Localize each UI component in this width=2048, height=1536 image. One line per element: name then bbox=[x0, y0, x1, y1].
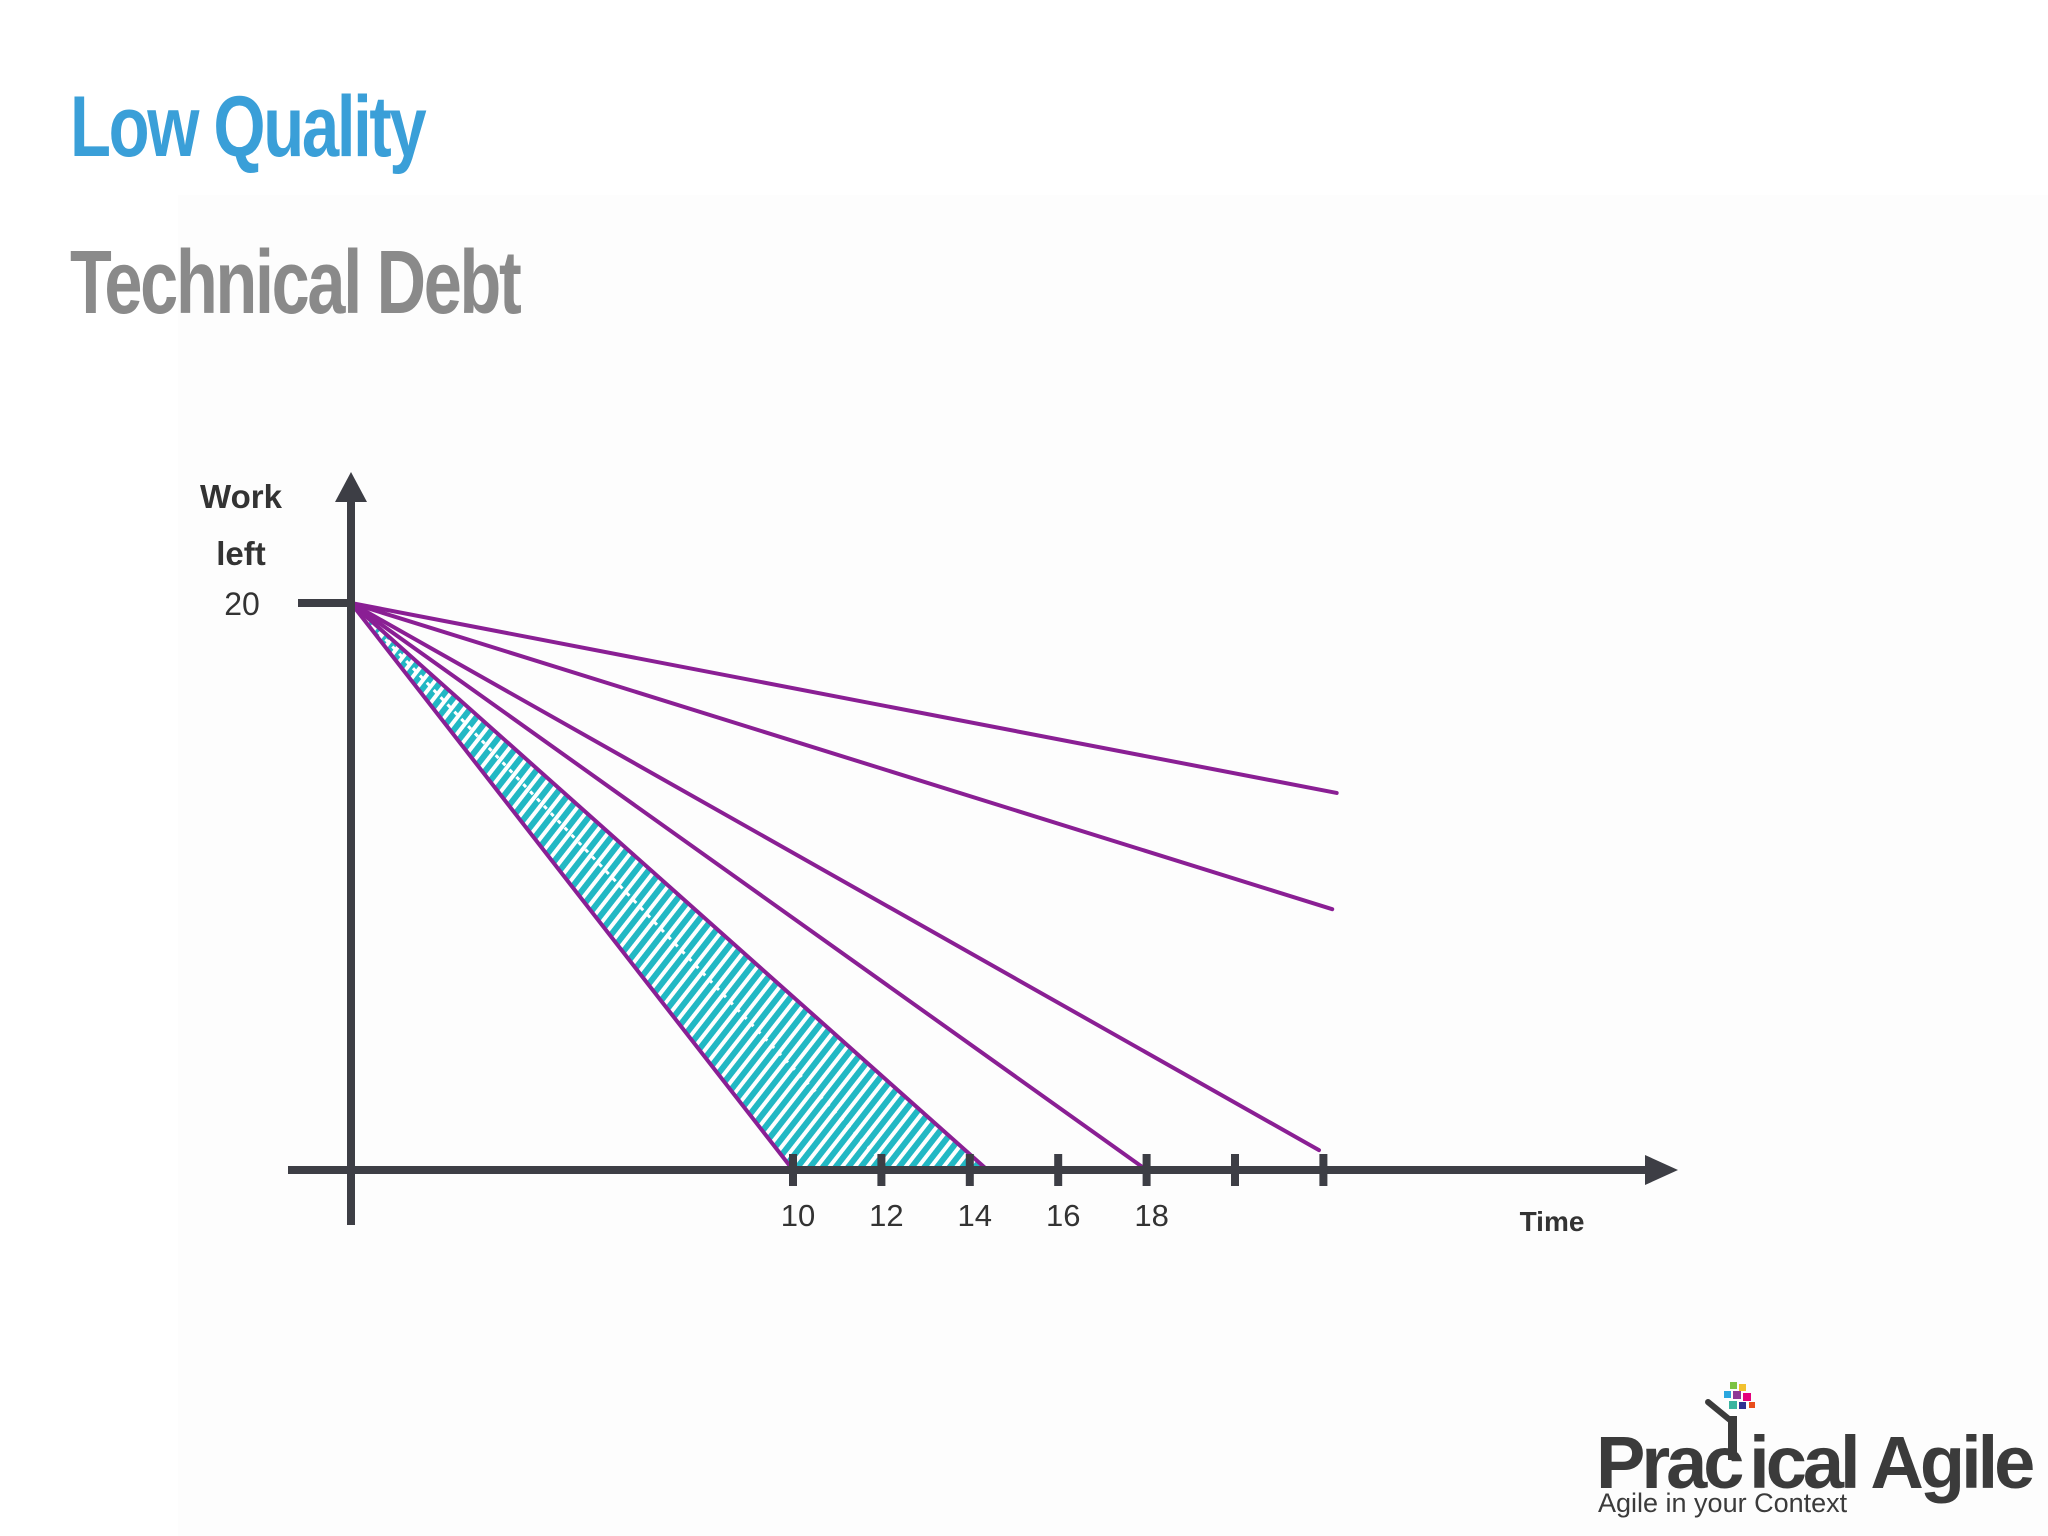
x-axis-label: Time bbox=[1520, 1206, 1585, 1237]
x-ticks bbox=[789, 1154, 1328, 1186]
y-axis-arrowhead bbox=[335, 472, 367, 502]
shaded-area-centerline bbox=[349, 601, 892, 1172]
burndown-line-4 bbox=[349, 601, 1321, 1153]
axes bbox=[288, 472, 1678, 1225]
x-tick-labels: 10 12 14 16 18 bbox=[781, 1198, 1169, 1233]
x-tick-label-18: 18 bbox=[1134, 1198, 1168, 1233]
y-axis-label-line2: left bbox=[216, 535, 266, 572]
x-tick-label-16: 16 bbox=[1046, 1198, 1080, 1233]
logo-figure-icon bbox=[1705, 1382, 1755, 1460]
y-axis-label-line1: Work bbox=[200, 478, 283, 515]
logo-wordmark: Prac ical Agile bbox=[1596, 1421, 2035, 1504]
x-tick-label-10: 10 bbox=[781, 1198, 815, 1233]
slide-content-panel bbox=[178, 195, 2048, 1536]
logo-tagline: Agile in your Context bbox=[1598, 1488, 1848, 1518]
slide-subtitle: Technical Debt bbox=[70, 233, 522, 333]
practical-agile-logo: Prac ical Agile Agile in your Context bbox=[1590, 1380, 2035, 1530]
burndown-line-1 bbox=[349, 601, 795, 1172]
burndown-lines bbox=[349, 601, 1339, 1172]
burndown-line-2 bbox=[349, 601, 990, 1172]
burndown-line-5 bbox=[349, 601, 1335, 912]
x-tick-label-14: 14 bbox=[958, 1198, 992, 1233]
burndown-line-3 bbox=[349, 601, 1149, 1172]
slide-title: Low Quality bbox=[70, 79, 427, 175]
x-axis-arrowhead bbox=[1645, 1155, 1678, 1185]
burndown-line-6 bbox=[349, 601, 1339, 795]
burndown-chart: 10 12 14 16 18 Work left 20 Time bbox=[200, 472, 1678, 1237]
x-tick-label-12: 12 bbox=[869, 1198, 903, 1233]
y-tick-label: 20 bbox=[224, 586, 260, 622]
